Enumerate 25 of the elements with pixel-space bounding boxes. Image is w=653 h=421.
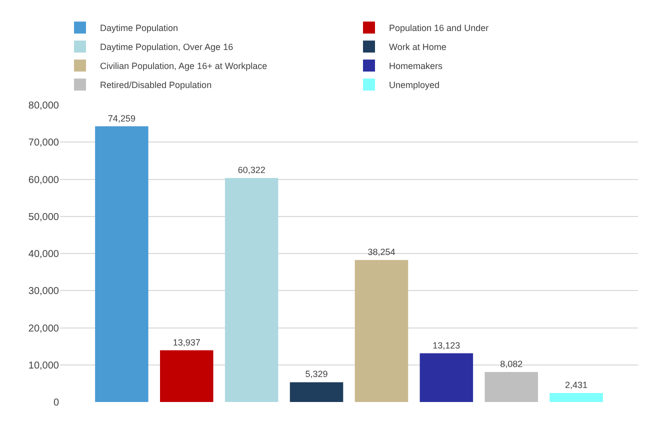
legend-label: Daytime Population, Over Age 16	[100, 42, 234, 52]
legend-label: Civilian Population, Age 16+ at Workplace	[100, 61, 268, 72]
legend-label: Retired/Disabled Population	[100, 80, 212, 90]
legend-label: Unemployed	[389, 80, 440, 90]
legend-label: Homemakers	[389, 61, 444, 72]
data-label: 38,254	[368, 246, 396, 257]
data-label: 8,082	[500, 359, 523, 369]
data-label: 2,431	[565, 380, 588, 390]
y-tick-label: 70,000	[28, 138, 60, 149]
data-label: 60,322	[238, 165, 266, 176]
legend-label: Work at Home	[389, 42, 446, 52]
y-tick-label: 0	[53, 398, 60, 408]
data-label: 5,329	[305, 369, 328, 380]
y-tick-label: 50,000	[28, 212, 60, 223]
data-label: 74,259	[108, 113, 136, 124]
y-tick-label: 80,000	[28, 100, 60, 112]
y-tick-label: 40,000	[28, 249, 60, 260]
y-tick-label: 30,000	[28, 286, 60, 298]
y-tick-label: 20,000	[28, 323, 60, 334]
y-tick-label: 10,000	[28, 360, 60, 372]
data-label: 13,123	[432, 340, 460, 350]
y-tick-label: 60,000	[28, 174, 60, 186]
legend-label: Daytime Population	[100, 23, 178, 34]
data-label: 13,937	[172, 337, 200, 348]
legend-label: Population 16 and Under	[389, 23, 489, 34]
